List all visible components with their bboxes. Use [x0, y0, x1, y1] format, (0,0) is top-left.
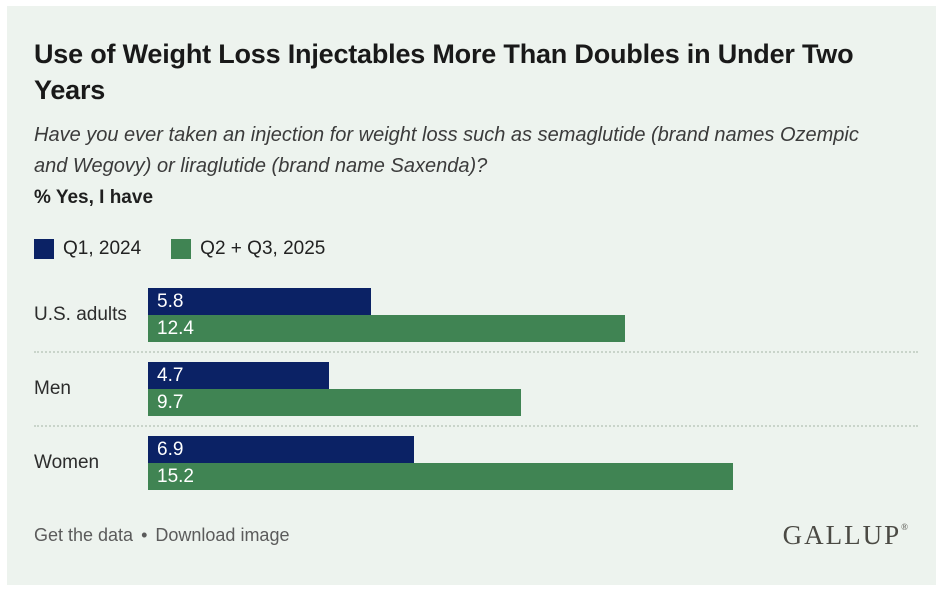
value-note: % Yes, I have [34, 187, 154, 208]
gallup-chart-card: Use of Weight Loss Injectables More Than… [7, 6, 936, 585]
download-image-link[interactable]: Download image [155, 525, 290, 545]
category-label: U.S. adults [34, 304, 127, 325]
footer-links: Get the data • Download image [34, 525, 289, 546]
registered-mark: ® [901, 522, 908, 532]
link-separator: • [141, 525, 148, 545]
bar-q1-2024: 5.8 [148, 288, 372, 315]
data-label: 4.7 [157, 364, 184, 386]
data-label: 5.8 [157, 290, 184, 312]
data-label: 15.2 [157, 465, 194, 487]
bar-group-u-s-adults: 5.8 12.4 [148, 288, 918, 342]
legend-item-q2-q3-2025: Q2 + Q3, 2025 [171, 238, 325, 260]
row-separator [34, 425, 918, 427]
legend-swatch-q2-q3-2025 [171, 239, 192, 259]
data-label: 9.7 [157, 391, 184, 413]
bar-q1-2024: 6.9 [148, 436, 414, 463]
gallup-wordmark: GALLUP [782, 520, 902, 550]
bar-q2-q3-2025: 12.4 [148, 315, 626, 342]
legend: Q1, 2024 Q2 + Q3, 2025 [34, 238, 918, 260]
data-label: 6.9 [157, 438, 184, 460]
chart-row-women: Women 6.9 15.2 [34, 436, 918, 490]
bar-group-women: 6.9 15.2 [148, 436, 918, 490]
legend-item-q1-2024: Q1, 2024 [34, 238, 141, 260]
chart-title: Use of Weight Loss Injectables More Than… [34, 39, 854, 105]
bar-q2-q3-2025: 9.7 [148, 389, 522, 416]
category-label: Women [34, 452, 100, 473]
bar-group-men: 4.7 9.7 [148, 362, 918, 416]
legend-label-q2-q3-2025: Q2 + Q3, 2025 [200, 238, 326, 259]
category-label: Men [34, 378, 71, 399]
gallup-logo: GALLUP® [783, 520, 908, 551]
data-label: 12.4 [157, 317, 194, 339]
chart-footer: Get the data • Download image GALLUP® [34, 520, 918, 551]
chart-row-men: Men 4.7 9.7 [34, 362, 918, 416]
legend-swatch-q1-2024 [34, 239, 54, 259]
legend-label-q1-2024: Q1, 2024 [63, 238, 142, 259]
row-separator [34, 351, 918, 353]
chart-row-u-s-adults: U.S. adults 5.8 12.4 [34, 288, 918, 342]
bar-q2-q3-2025: 15.2 [148, 463, 734, 490]
bar-q1-2024: 4.7 [148, 362, 329, 389]
get-the-data-link[interactable]: Get the data [34, 525, 134, 545]
chart-subtitle: Have you ever taken an injection for wei… [34, 124, 859, 177]
bar-chart: U.S. adults 5.8 12.4 Men 4.7 9.7 Women 6.9 15.2 [34, 288, 918, 490]
